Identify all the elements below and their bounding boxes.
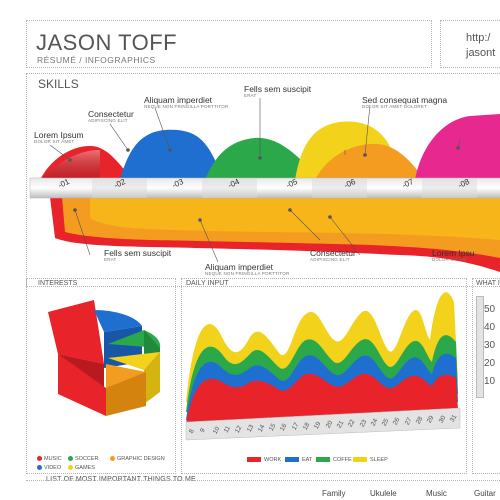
person-name: JASON TOFF — [36, 30, 178, 55]
skills-title: SKILLS — [38, 77, 79, 91]
skills-ruler — [29, 177, 500, 199]
url-line1[interactable]: http:/ — [466, 32, 491, 44]
what-box — [472, 278, 500, 474]
daily-title: DAILY INPUT — [186, 280, 229, 287]
what-title: WHAT I — [476, 280, 500, 287]
skill-callout-5: Sed consequat magna DOLOR SIT AMET DOLOR… — [362, 95, 448, 109]
coffee-swatch-icon — [316, 457, 330, 463]
what-tick-50: 50 — [484, 304, 496, 315]
skill-callout-1: Lorem Ipsum DOLOR SIT AMET — [34, 130, 84, 144]
header-box — [26, 20, 432, 68]
skill-bottom-callout-4: Lorem Ipsu DOLOR SIT AM — [432, 248, 475, 262]
interests-pie — [48, 300, 161, 416]
url-box — [440, 20, 500, 68]
pie-slice-games — [108, 352, 161, 370]
skills-chart — [29, 98, 500, 272]
interest-legend-graphic: GRAPHIC DESIGN — [110, 456, 165, 462]
work-swatch-icon — [247, 457, 261, 463]
skill-bottom-callout-3: Consectetur ADIPISCING ELIT — [310, 248, 356, 262]
skill-ribbon-yellow — [90, 197, 500, 240]
what-tick-40: 40 — [484, 322, 496, 333]
soccer-dot-icon — [68, 456, 73, 462]
interests-box — [26, 278, 176, 474]
daily-chart — [185, 292, 461, 441]
bottom-item-guitar: Guitar — [474, 489, 496, 498]
what-tick-10: 10 — [484, 376, 496, 387]
daily-box — [181, 278, 467, 474]
skill-callout-4: Fells sem suscipit ERAT — [244, 84, 312, 98]
skill-callout-2: Consectetur ADIPISCING ELIT — [88, 109, 134, 123]
daily-legend-work: WORK — [247, 457, 281, 463]
skills-box — [26, 73, 500, 287]
eat-swatch-icon — [285, 457, 299, 463]
bottom-item-music: Music — [426, 489, 447, 498]
what-tick-30: 30 — [484, 340, 496, 351]
interests-title: INTERESTS — [38, 280, 78, 287]
interest-legend-video: VIDEO — [37, 465, 61, 471]
bottom-divider — [26, 480, 500, 481]
interest-legend-soccer: SOCCER — [68, 456, 99, 462]
bottom-item-family: Family — [322, 489, 346, 498]
graphic-dot-icon — [110, 456, 115, 462]
url-line2[interactable]: jasont — [466, 47, 496, 59]
what-ruler — [476, 296, 484, 398]
daily-legend-sleep: SLEEP — [353, 457, 388, 463]
skill-bottom-callout-2: Aliquam imperdiet NEQUE NON FRINGILLA PO… — [205, 262, 290, 276]
interest-legend-music: MUSIC — [37, 456, 62, 462]
daily-ruler — [185, 407, 461, 441]
music-dot-icon — [37, 456, 42, 462]
skill-hill-blue — [120, 129, 220, 180]
header-subtitle: RÉSUMÉ / INFOGRAPHICS — [37, 55, 156, 65]
daily-legend-eat: EAT — [285, 457, 312, 463]
pie-slice-graphic — [106, 364, 146, 388]
bottom-item-ukulele: Ukulele — [370, 489, 397, 498]
games-dot-icon — [68, 465, 73, 471]
pie-slice-video — [94, 310, 142, 332]
skill-bottom-callout-1: Fells sem suscipit ERAT — [104, 248, 172, 262]
interest-legend-games: GAMES — [68, 465, 95, 471]
daily-legend-coffee: COFFE — [316, 457, 352, 463]
skill-hill-green — [205, 137, 320, 180]
interests-footer: LIST OF MOST IMPORTANT THINGS TO ME — [46, 476, 196, 483]
skill-callout-3: Aliquam imperdiet NEQUE NON FRINGILLA PO… — [144, 95, 229, 109]
what-tick-20: 20 — [484, 358, 496, 369]
sleep-swatch-icon — [353, 457, 367, 463]
video-dot-icon — [37, 465, 42, 471]
skill-hill-orange — [315, 143, 425, 180]
